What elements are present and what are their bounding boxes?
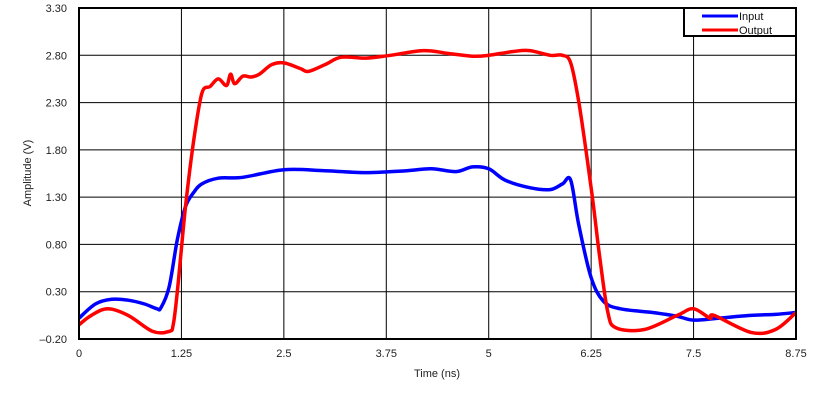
y-tick-label: 2.30 [46,98,67,110]
x-tick-label: 2.5 [276,348,291,360]
grid-lines [78,7,797,340]
x-tick-label: 7.5 [686,348,701,360]
y-tick-label: 0.30 [46,287,67,299]
y-tick-label: 0.80 [46,239,67,251]
series-lines [77,48,798,336]
x-axis-label: Time (ns) [414,368,460,380]
x-tick-label: 6.25 [580,348,601,360]
x-tick-label: 8.75 [785,348,806,360]
y-tick-label: 3.30 [46,3,67,15]
legend: Input Output [683,7,797,37]
y-axis-label: Amplitude (V) [22,140,34,207]
legend-label-output: Output [739,25,772,37]
x-tick-label: 5 [486,348,492,360]
x-axis-ticks: 0 1.25 2.5 3.75 5 6.25 7.5 8.75 [76,348,807,360]
x-tick-label: 0 [76,348,82,360]
series-line-input [77,164,797,322]
y-tick-label: 1.80 [46,145,67,157]
y-tick-label: –0.20 [39,334,67,346]
series-line-output [77,48,798,336]
y-tick-label: 1.30 [46,192,67,204]
x-tick-label: 3.75 [376,348,397,360]
plot-frame [78,7,797,340]
x-tick-label: 1.25 [171,348,192,360]
legend-label-input: Input [739,11,763,23]
y-tick-label: 2.80 [46,50,67,62]
y-axis-ticks: 3.30 2.80 2.30 1.80 1.30 0.80 0.30 –0.20 [39,3,67,346]
